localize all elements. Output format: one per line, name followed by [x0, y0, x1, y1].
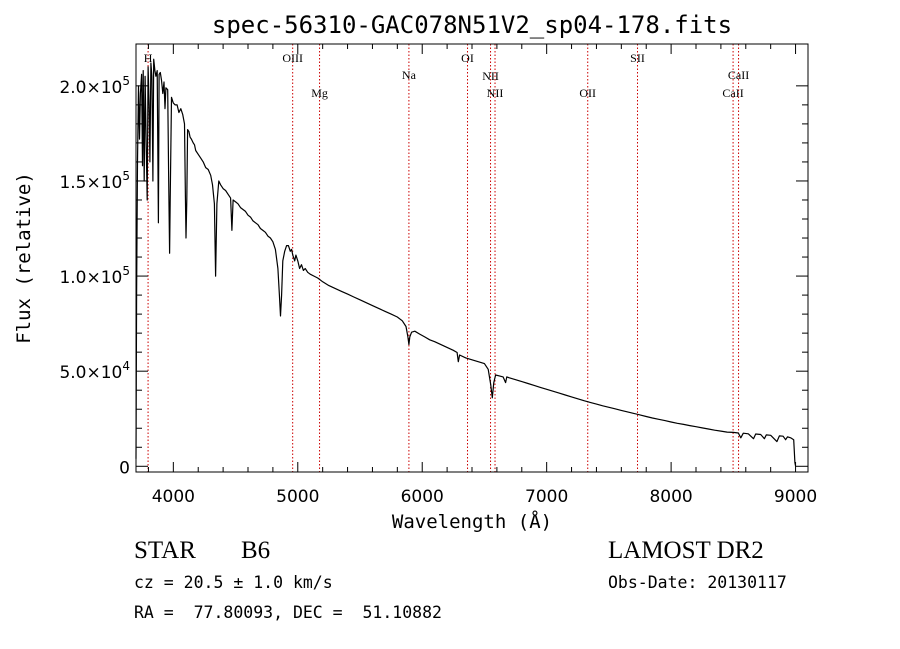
redshift-text: cz = 20.5 ± 1.0 km/s — [134, 573, 333, 592]
x-tick-label: 9000 — [774, 487, 817, 507]
line-label-sii: SII — [630, 51, 645, 65]
line-label-caii: CaII — [728, 68, 749, 82]
x-tick-label: 7000 — [525, 487, 568, 507]
survey-name: LAMOST DR2 — [608, 537, 764, 564]
y-tick-exponent: 5 — [122, 74, 130, 88]
y-tick-mantissa: 2.0×10 — [59, 78, 122, 98]
y-tick-mantissa: 0 — [119, 458, 130, 478]
line-label-oi: OI — [461, 51, 474, 65]
x-tick-label: 8000 — [649, 487, 692, 507]
spectrum-series — [135, 58, 797, 467]
y-tick-label: 2.0×105 — [59, 74, 130, 98]
line-label-mg: Mg — [311, 86, 328, 100]
line-label-h: H — [144, 51, 153, 65]
emission-line-markers: H OIII Mg Na OI NII NII OII SII CaII CaII — [144, 44, 749, 472]
line-label-oii: OII — [579, 86, 596, 100]
spectrum-line-0 — [135, 58, 797, 467]
y-tick-label: 1.5×105 — [59, 169, 130, 193]
y-tick-label: 1.0×105 — [59, 264, 130, 288]
line-label-nii: NII — [487, 86, 504, 100]
x-tick-label: 6000 — [401, 487, 444, 507]
line-label-na: Na — [402, 68, 417, 82]
y-tick-label: 5.0×104 — [59, 359, 130, 383]
obs-date: Obs-Date: 20130117 — [608, 573, 787, 592]
subclass: B6 — [241, 537, 271, 564]
line-label-caii: CaII — [722, 86, 743, 100]
y-tick-exponent: 5 — [122, 264, 130, 278]
plot-frame — [135, 43, 809, 473]
y-tick-mantissa: 5.0×10 — [59, 363, 122, 383]
y-tick-exponent: 4 — [122, 359, 130, 373]
y-tick-label: 0 — [119, 458, 130, 478]
y-tick-exponent: 5 — [122, 169, 130, 183]
coordinates: RA = 77.80093, DEC = 51.10882 — [134, 603, 442, 622]
line-label-nii: NII — [482, 69, 499, 83]
y-axis-label: Flux (relative) — [13, 172, 35, 344]
x-axis-label: Wavelength (Å) — [392, 510, 552, 533]
plot-axes: 4000 5000 6000 7000 8000 900005.0×1041.0×1051… — [59, 43, 817, 507]
y-tick-mantissa: 1.5×10 — [59, 173, 122, 193]
x-tick-label: 5000 — [276, 487, 319, 507]
chart-title: spec-56310-GAC078N51V2_sp04-178.fits — [212, 11, 732, 39]
object-type: STAR — [134, 537, 196, 564]
x-tick-label: 4000 — [152, 487, 195, 507]
y-tick-mantissa: 1.0×10 — [59, 268, 122, 288]
line-label-oiii: OIII — [282, 51, 303, 65]
